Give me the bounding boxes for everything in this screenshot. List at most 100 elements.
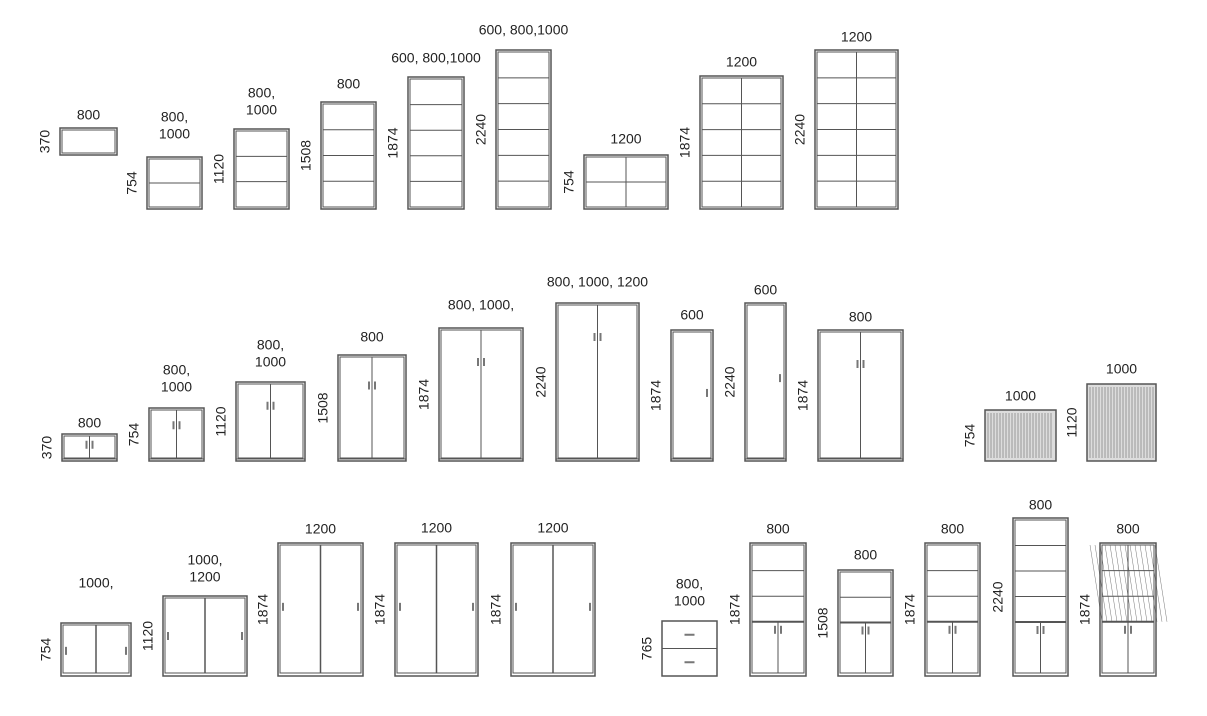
width-label: 1200 (610, 131, 641, 147)
edge (1109, 544, 1123, 622)
height-label: 1508 (298, 140, 314, 171)
edge (1114, 544, 1128, 622)
height-label: 1874 (488, 594, 504, 625)
cabinet: 800 2240 (990, 497, 1069, 677)
panel (235, 130, 288, 208)
panel (357, 602, 359, 611)
width-label: 800 (360, 329, 384, 345)
width-label: 1000 (255, 354, 286, 370)
panel (1086, 383, 1157, 462)
height-label: 1508 (815, 607, 831, 638)
cabinet: 800,1000 754 (126, 362, 205, 462)
height-label: 1874 (648, 380, 664, 411)
height-label: 754 (561, 170, 577, 194)
panel (589, 602, 591, 611)
width-label: 800, (248, 85, 275, 101)
cabinet: 800,1000 754 (124, 109, 203, 210)
panel (861, 626, 864, 635)
width-label: 1000, (78, 575, 113, 591)
panel (862, 360, 865, 368)
height-label: 1874 (372, 594, 388, 625)
height-label: 1120 (1064, 407, 1080, 437)
height-label: 1874 (902, 594, 918, 625)
panel (368, 381, 370, 390)
width-label: 600 (680, 307, 704, 323)
panel (241, 632, 243, 640)
cabinet: 1000 1120 (1064, 361, 1157, 462)
cabinet: 1200 754 (561, 131, 669, 210)
panel (779, 374, 781, 383)
width-label: 1200 (841, 29, 872, 45)
panel (867, 626, 870, 635)
cabinet: 800,1000 1120 (213, 337, 306, 462)
panel (374, 381, 376, 390)
cabinet: 600 1874 (648, 307, 714, 462)
cabinet: 1000 754 (962, 388, 1057, 462)
panel (178, 421, 181, 430)
width-label: 800 (1029, 497, 1053, 513)
panel (706, 388, 708, 397)
edge (1154, 544, 1168, 622)
panel (483, 358, 485, 366)
height-label: 1874 (727, 594, 743, 625)
panel (167, 632, 169, 640)
cabinet: 800, 1000, 1874 (416, 297, 524, 462)
width-label: 800, (161, 109, 188, 125)
edge (1149, 544, 1163, 622)
height-label: 1508 (315, 392, 331, 423)
width-label: 800, (676, 576, 703, 592)
height-label: 1120 (213, 406, 229, 436)
height-label: 2240 (722, 366, 738, 397)
panel (856, 360, 859, 368)
cabinet: 800,1000 1120 (211, 85, 290, 210)
width-label: 800 (78, 415, 102, 431)
panel (984, 409, 1057, 462)
cabinet: 800 1874 (1077, 521, 1168, 677)
panel (672, 331, 712, 459)
panel (746, 304, 785, 459)
panel (477, 358, 479, 366)
cabinet: 1000,1200 1120 (140, 552, 248, 677)
cabinet: 1200 1874 (677, 54, 784, 210)
panel (948, 625, 951, 634)
width-label: 800 (1116, 521, 1140, 537)
height-label: 370 (39, 436, 55, 460)
height-label: 754 (38, 638, 54, 662)
cabinet: 600, 800,1000 2240 (473, 22, 569, 210)
edge (1134, 544, 1148, 622)
width-label: 800 (849, 309, 873, 325)
panel (1124, 625, 1126, 634)
width-label: 1200 (421, 520, 452, 536)
width-label: 1000 (1106, 361, 1137, 377)
height-label: 754 (126, 423, 142, 447)
height-label: 2240 (990, 581, 1006, 612)
panel (125, 646, 127, 655)
height-label: 1874 (677, 127, 693, 158)
height-label: 1874 (255, 594, 271, 625)
cabinet: 800 1508 (815, 547, 894, 677)
panel (515, 602, 517, 611)
panel (65, 646, 67, 655)
edge (1089, 544, 1103, 622)
width-label: 800, (163, 362, 190, 378)
height-label: 1120 (140, 621, 156, 651)
panel (472, 602, 474, 611)
width-label: 1000 (674, 593, 705, 609)
width-label: 600, 800,1000 (391, 50, 481, 66)
width-label: 600, 800,1000 (479, 22, 569, 38)
edge (1104, 544, 1118, 622)
width-label: 800, (257, 337, 284, 353)
cabinet: 600 2240 (722, 282, 787, 462)
cabinet: 800 370 (39, 415, 118, 462)
width-label: 800 (77, 107, 101, 123)
cabinet: 800 1508 (298, 76, 377, 210)
width-label: 1000 (1005, 388, 1036, 404)
height-label: 2240 (533, 366, 549, 397)
cabinet: 600, 800,1000 1874 (385, 50, 481, 210)
height-label: 1120 (211, 154, 227, 184)
panel (599, 333, 602, 341)
width-label: 800, 1000, 1200 (547, 274, 648, 290)
cabinet: 800,1000 765 (639, 576, 718, 677)
